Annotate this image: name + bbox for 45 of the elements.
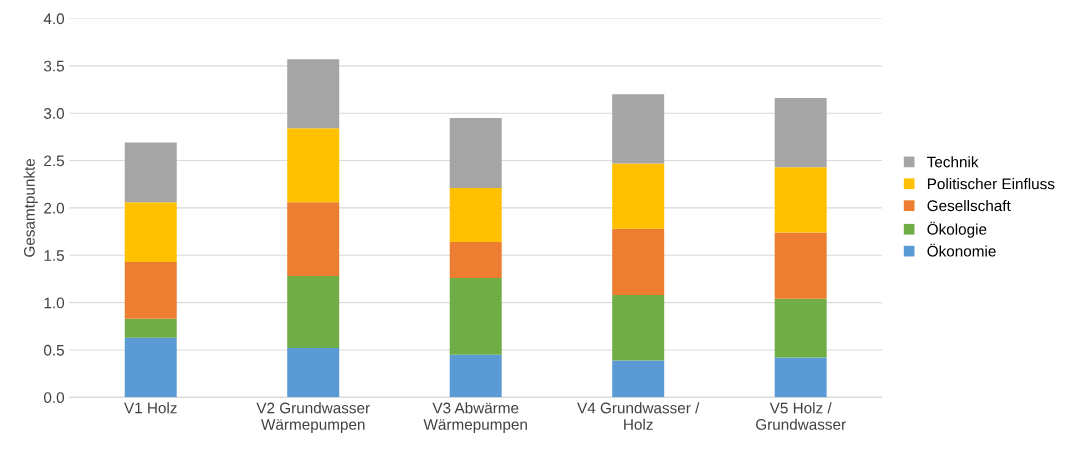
bar	[612, 228, 665, 296]
bar	[287, 348, 340, 398]
bar	[124, 337, 177, 398]
y-tick-label: 1.5	[44, 250, 64, 261]
bar	[774, 357, 827, 398]
x-tick-label: V1 Holz	[124, 402, 177, 414]
bar	[287, 202, 340, 277]
bar	[612, 295, 665, 361]
bar	[124, 202, 177, 262]
y-axis-title: Gesamtpunkte	[23, 158, 38, 257]
bar	[124, 261, 177, 319]
y-tick-label: 2.5	[44, 155, 64, 167]
y-tick-label: 0.5	[43, 344, 64, 356]
legend-label: Ökonomie	[927, 243, 996, 257]
legend-label: Ökologie	[927, 221, 987, 238]
bar	[449, 277, 502, 355]
bar	[287, 128, 340, 203]
x-tick-label: V3 Abwärme Wärmepumpen	[423, 402, 527, 433]
y-tick-label: 3.0	[43, 108, 65, 119]
bar	[774, 167, 827, 233]
bar	[612, 163, 665, 229]
bar	[449, 354, 502, 398]
y-tick-label: 3.5	[43, 60, 64, 72]
bar	[774, 98, 827, 168]
bar	[287, 59, 340, 129]
x-tick-label: V4 Grundwasser / Holz	[577, 402, 700, 430]
bar	[449, 188, 502, 242]
bar	[287, 276, 340, 349]
bar	[124, 142, 177, 203]
bar	[612, 94, 665, 164]
bar	[774, 232, 827, 299]
y-tick-label: 0.0	[43, 392, 65, 404]
x-tick-label: V2 Grundwasser Wärmepumpen	[256, 402, 370, 433]
bar	[124, 318, 177, 338]
legend-label: Technik	[927, 156, 979, 168]
y-tick-label: 4.0	[43, 13, 65, 25]
y-tick-label: 1.0	[44, 297, 65, 309]
x-tick-label: V5 Holz / Grundwasser	[756, 402, 846, 430]
bar	[774, 298, 827, 358]
bar	[449, 242, 502, 278]
bar	[449, 117, 502, 189]
y-tick-label: 2.0	[44, 202, 65, 214]
legend-label: Politischer Einfluss	[927, 178, 1055, 190]
bar	[612, 360, 665, 398]
legend-label: Gesellschaft	[927, 199, 1011, 212]
